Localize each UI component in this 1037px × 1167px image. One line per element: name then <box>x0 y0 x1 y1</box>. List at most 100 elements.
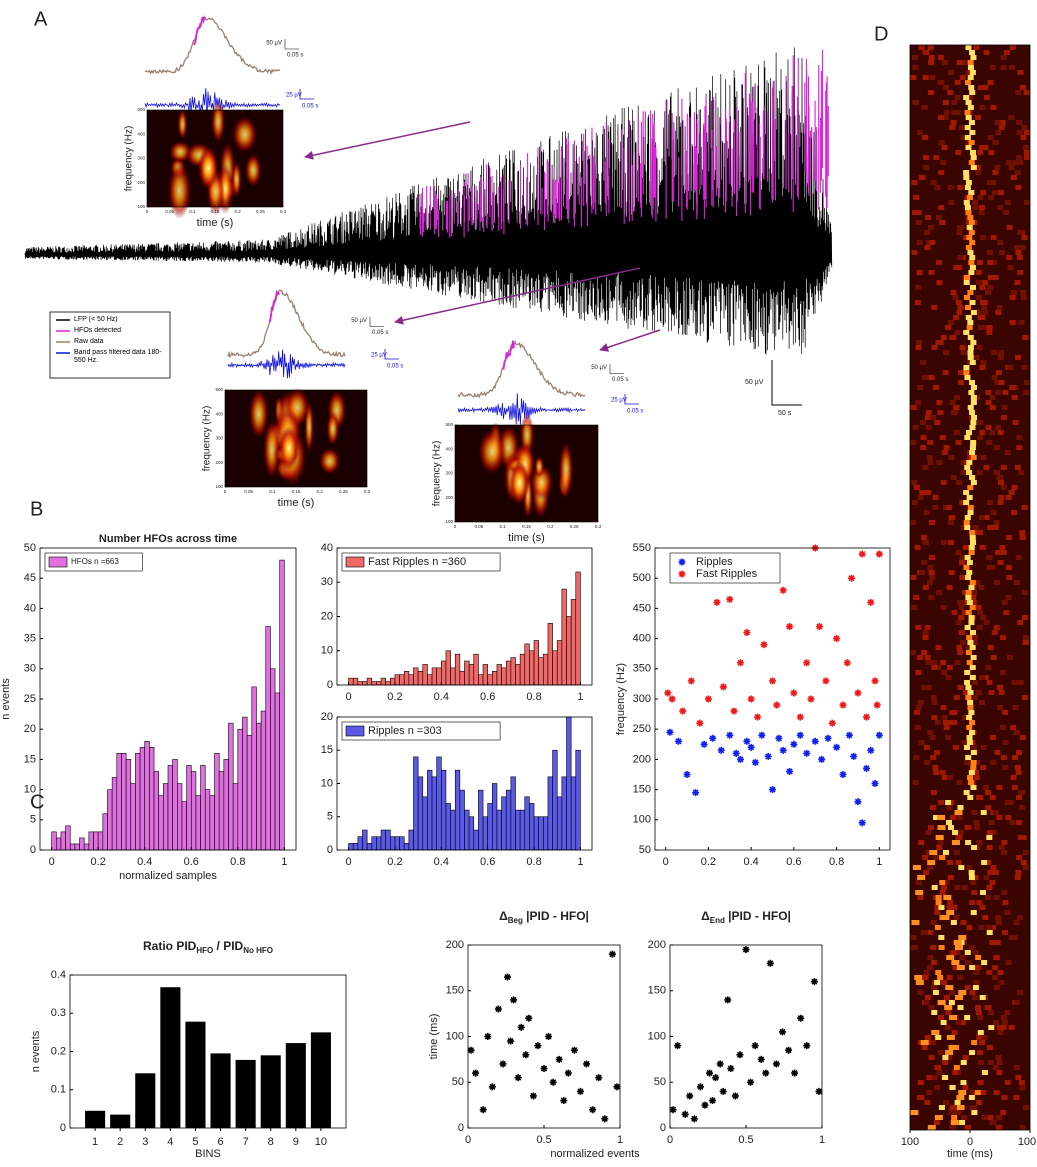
heatmap-cell <box>1005 960 1012 965</box>
bar <box>228 722 234 851</box>
heatmap-cell <box>976 295 983 300</box>
scale-label: 0.05 s <box>627 409 643 415</box>
heatmap-cell <box>952 410 959 415</box>
bar <box>575 571 581 686</box>
heatmap-cell <box>914 975 923 980</box>
heatmap-cell <box>994 940 1001 945</box>
heatmap-cell <box>1015 555 1022 560</box>
point <box>664 689 672 697</box>
bar <box>417 670 424 686</box>
heatmap-cell <box>999 670 1006 675</box>
heatmap-cell <box>979 285 986 290</box>
bar <box>417 776 424 851</box>
heatmap-cell <box>948 570 955 575</box>
heatmap-cell <box>968 190 975 195</box>
heatmap-cell <box>929 240 936 245</box>
heatmap-cell <box>977 1015 984 1020</box>
heatmap-cell <box>912 210 919 215</box>
heatmap-cell <box>1006 535 1013 540</box>
scale-label: 0.05 s <box>302 104 318 110</box>
scale-bar <box>384 349 399 360</box>
heatmap-cell <box>1018 1080 1025 1085</box>
point <box>833 635 841 643</box>
heatmap-cell <box>1022 850 1029 855</box>
bar <box>450 667 456 686</box>
bar <box>478 789 484 851</box>
point <box>732 749 740 757</box>
heatmap-cell <box>965 145 972 150</box>
y-tick-label: 100 <box>446 1030 464 1042</box>
bar <box>69 843 76 851</box>
heatmap-cell <box>973 45 980 50</box>
y-tick-label: 5 <box>30 814 36 826</box>
legend-box <box>341 721 501 741</box>
bar <box>441 660 447 686</box>
heatmap-cell <box>1014 465 1021 470</box>
y-tick-label: 20 <box>24 723 36 735</box>
heatmap-cell <box>940 705 947 710</box>
heatmap-cell <box>994 425 1001 430</box>
y-tick-label: 100 <box>633 814 651 826</box>
heatmap-cell <box>963 95 970 100</box>
spectrogram-blob <box>248 388 269 439</box>
heatmap-cell <box>960 135 967 140</box>
bar <box>362 681 368 686</box>
heatmap-cell <box>940 885 947 890</box>
bar <box>74 843 80 851</box>
heatmap-cell <box>964 515 971 520</box>
heatmap-cell <box>951 720 958 725</box>
bar <box>394 836 400 851</box>
y-tick-label: 500 <box>137 107 145 112</box>
heatmap-cell <box>997 240 1004 245</box>
heatmap-cell <box>996 1060 1003 1065</box>
heatmap-cell <box>913 485 920 490</box>
point <box>510 996 518 1004</box>
heatmap-cell <box>1019 245 1026 250</box>
legend-label: Fast Ripples n =360 <box>368 556 466 568</box>
bar <box>422 664 428 686</box>
x-tick-label: 4 <box>167 1136 173 1148</box>
heatmap-cell <box>965 220 972 225</box>
heatmap-cell <box>965 430 972 435</box>
heatmap-cell <box>954 80 961 85</box>
bar <box>501 796 507 851</box>
heatmap-cell <box>915 725 922 730</box>
heatmap-cell <box>916 270 923 275</box>
heatmap-cell <box>969 445 976 450</box>
heatmap-cell <box>958 1090 967 1095</box>
bar <box>376 681 382 686</box>
heatmap-cell <box>952 1070 959 1075</box>
heatmap-cell <box>1009 385 1016 390</box>
heatmap-cell <box>921 375 928 380</box>
heatmap-cell <box>971 890 978 895</box>
heatmap-cell <box>987 1060 994 1065</box>
title-part: No HFO <box>243 946 273 955</box>
heatmap-cell <box>1016 120 1023 125</box>
heatmap-cell <box>970 150 977 155</box>
point <box>775 734 783 742</box>
x-tick-label: 1 <box>819 1134 825 1146</box>
heatmap-cell <box>937 840 944 845</box>
heatmap-cell <box>1001 850 1008 855</box>
heatmap-cell <box>950 290 957 295</box>
heatmap-cell <box>971 590 978 595</box>
legend-box <box>669 552 781 584</box>
heatmap-cell <box>966 725 973 730</box>
heatmap-cell <box>927 460 934 465</box>
heatmap-cell <box>994 120 1001 125</box>
x-tick-label: 0 <box>224 489 227 494</box>
heatmap-cell <box>993 1090 1000 1095</box>
heatmap-cell <box>953 265 960 270</box>
heatmap-cell <box>926 240 933 245</box>
heatmap-cell <box>971 680 978 685</box>
heatmap-cell <box>959 1120 966 1125</box>
heatmap-cell <box>912 65 919 70</box>
heatmap-cell <box>910 520 917 525</box>
heatmap-cell <box>990 1120 997 1125</box>
heatmap-cell <box>986 680 993 685</box>
heatmap-cell <box>1017 620 1024 625</box>
heatmap-cell <box>968 620 975 625</box>
point <box>678 558 686 566</box>
heatmap-cell <box>986 930 993 935</box>
heatmap-cell <box>931 885 938 890</box>
